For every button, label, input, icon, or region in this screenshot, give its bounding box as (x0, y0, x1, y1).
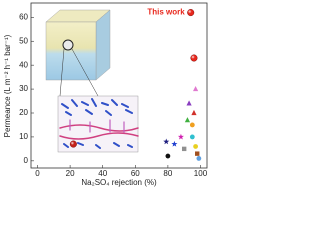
point (192, 85, 199, 92)
point (171, 140, 178, 147)
y-tick-label: 60 (19, 12, 28, 21)
point (193, 144, 198, 149)
y-tick-label: 40 (19, 60, 28, 69)
point (184, 117, 191, 123)
point (186, 100, 192, 106)
x-axis-label: Na₂SO₄ rejection (%) (81, 178, 157, 187)
inset (45, 9, 139, 153)
x-tick-label: 0 (35, 169, 40, 178)
x-tick-label: 80 (163, 169, 172, 178)
plot-frame (30, 2, 208, 169)
point (177, 133, 184, 140)
y-axis-label: Permeance (L m⁻² h⁻¹ bar⁻¹) (3, 34, 12, 137)
y-tick-label: 10 (19, 132, 28, 141)
x-tick-label: 20 (66, 169, 75, 178)
point (191, 109, 197, 116)
y-tick-label: 50 (19, 36, 28, 45)
box-side (95, 9, 111, 81)
x-tick-label: 40 (98, 169, 107, 178)
y-tick-label: 30 (19, 84, 28, 93)
point-highlight (70, 140, 77, 148)
point (189, 122, 195, 128)
molecules (59, 98, 139, 149)
point (195, 151, 200, 156)
x-tick-label: 100 (194, 169, 208, 178)
point-highlight (187, 9, 195, 16)
y-tick-label: 20 (19, 108, 28, 117)
zoom-circle (62, 39, 74, 51)
x-tick-label: 60 (131, 169, 140, 178)
box-front (45, 21, 97, 81)
point (163, 138, 170, 145)
point (165, 153, 171, 159)
point-highlight (190, 54, 198, 62)
point (189, 134, 195, 140)
zoom-line (59, 48, 65, 97)
y-tick-label: 0 (24, 156, 29, 165)
page: {"chart_data": {"type": "scatter", "x_la… (3, 2, 208, 188)
point (181, 146, 187, 152)
point (196, 156, 202, 161)
zoom-line (71, 48, 99, 97)
annotation: This work (147, 8, 185, 17)
chart: Permeance (L m⁻² h⁻¹ bar⁻¹) Na₂SO₄ rejec… (3, 2, 208, 187)
